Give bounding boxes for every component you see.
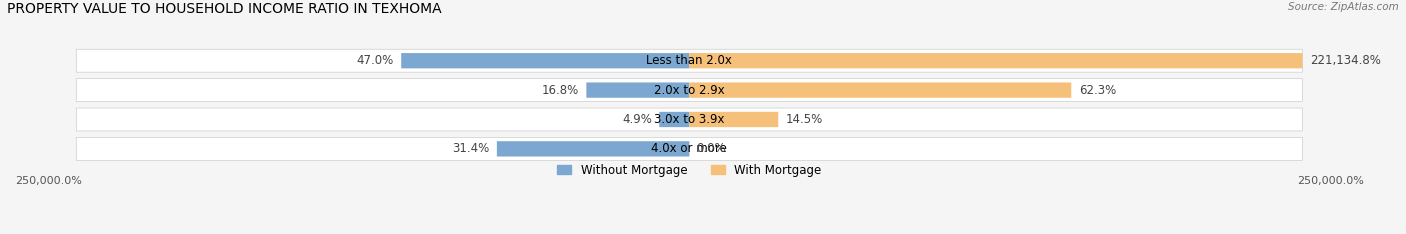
Legend: Without Mortgage, With Mortgage: Without Mortgage, With Mortgage bbox=[553, 159, 827, 181]
FancyBboxPatch shape bbox=[76, 49, 1302, 72]
Text: 221,134.8%: 221,134.8% bbox=[1310, 54, 1381, 67]
Text: PROPERTY VALUE TO HOUSEHOLD INCOME RATIO IN TEXHOMA: PROPERTY VALUE TO HOUSEHOLD INCOME RATIO… bbox=[7, 2, 441, 16]
FancyBboxPatch shape bbox=[496, 141, 689, 157]
FancyBboxPatch shape bbox=[689, 53, 1302, 68]
Text: 250,000.0%: 250,000.0% bbox=[1296, 176, 1364, 186]
FancyBboxPatch shape bbox=[689, 112, 779, 127]
FancyBboxPatch shape bbox=[76, 108, 1302, 131]
Text: 4.9%: 4.9% bbox=[621, 113, 652, 126]
FancyBboxPatch shape bbox=[76, 79, 1302, 102]
Text: 2.0x to 2.9x: 2.0x to 2.9x bbox=[654, 84, 724, 97]
Text: 250,000.0%: 250,000.0% bbox=[15, 176, 82, 186]
FancyBboxPatch shape bbox=[659, 112, 689, 127]
Text: 4.0x or more: 4.0x or more bbox=[651, 142, 727, 155]
Text: 0.0%: 0.0% bbox=[697, 142, 727, 155]
FancyBboxPatch shape bbox=[76, 137, 1302, 160]
Text: 31.4%: 31.4% bbox=[453, 142, 489, 155]
Text: Source: ZipAtlas.com: Source: ZipAtlas.com bbox=[1288, 2, 1399, 12]
Text: 47.0%: 47.0% bbox=[357, 54, 394, 67]
Text: 3.0x to 3.9x: 3.0x to 3.9x bbox=[654, 113, 724, 126]
FancyBboxPatch shape bbox=[586, 82, 689, 98]
Text: 16.8%: 16.8% bbox=[541, 84, 579, 97]
FancyBboxPatch shape bbox=[401, 53, 689, 68]
Text: 14.5%: 14.5% bbox=[786, 113, 823, 126]
FancyBboxPatch shape bbox=[689, 82, 1071, 98]
Text: 62.3%: 62.3% bbox=[1078, 84, 1116, 97]
Text: Less than 2.0x: Less than 2.0x bbox=[647, 54, 733, 67]
